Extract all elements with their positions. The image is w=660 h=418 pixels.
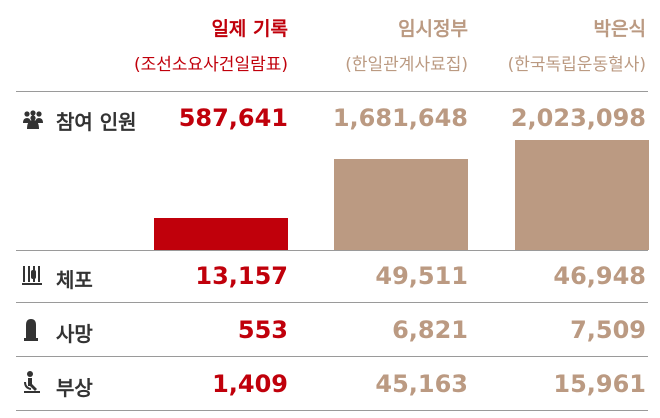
prison-bars-icon	[22, 266, 42, 285]
divider-after-arrested	[16, 302, 648, 303]
value-injured-provisional-government: 45,163	[375, 370, 468, 398]
column-title-park-eunsik: 박은식	[593, 18, 646, 40]
column-subtitle-japanese-record: (조선소요사건일람표)	[133, 55, 288, 75]
crowd-icon	[23, 110, 43, 129]
divider-after-deaths	[16, 356, 648, 357]
value-arrested-provisional-government: 49,511	[375, 262, 468, 290]
tombstone-icon	[24, 319, 38, 341]
column-title-provisional-government: 임시정부	[398, 18, 468, 40]
divider-after-chart	[16, 250, 648, 251]
row-label-injured: 부상	[56, 376, 93, 400]
value-participants-park-eunsik: 2,023,098	[510, 104, 646, 132]
column-subtitle-provisional-government: (한일관계사료집)	[345, 55, 468, 75]
value-participants-provisional-government: 1,681,648	[332, 104, 468, 132]
value-deaths-provisional-government: 6,821	[392, 316, 468, 344]
value-arrested-park-eunsik: 46,948	[553, 262, 646, 290]
bar-participants-park-eunsik	[515, 140, 649, 250]
value-injured-japanese-record: 1,409	[212, 370, 288, 398]
injured-person-icon	[24, 371, 40, 393]
divider-top	[16, 91, 648, 92]
divider-bottom	[16, 410, 648, 411]
row-label-arrested: 체포	[56, 268, 93, 292]
bar-participants-provisional-government	[334, 159, 468, 250]
bar-participants-japanese-record	[154, 218, 288, 250]
row-label-deaths: 사망	[56, 322, 93, 346]
column-title-japanese-record: 일제 기록	[211, 18, 288, 40]
row-label-participants: 참여 인원	[56, 110, 137, 134]
column-subtitle-park-eunsik: (한국독립운동혈사)	[507, 55, 646, 75]
value-arrested-japanese-record: 13,157	[195, 262, 288, 290]
value-deaths-park-eunsik: 7,509	[570, 316, 646, 344]
value-participants-japanese-record: 587,641	[178, 104, 288, 132]
value-injured-park-eunsik: 15,961	[553, 370, 646, 398]
value-deaths-japanese-record: 553	[237, 316, 288, 344]
